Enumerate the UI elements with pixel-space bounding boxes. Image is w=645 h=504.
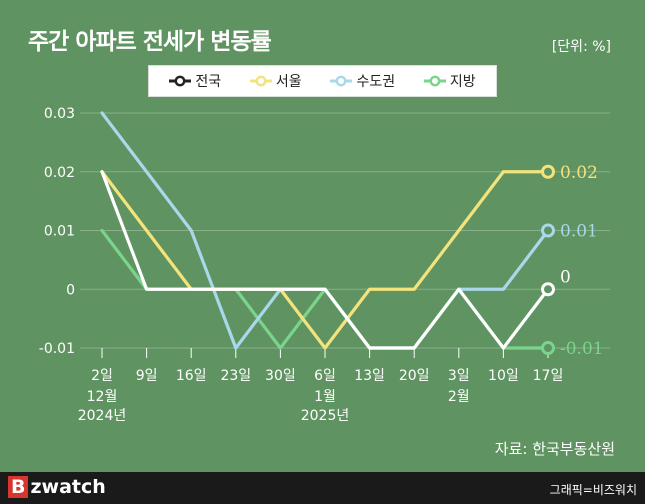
series-end-marker-0: [541, 282, 555, 297]
chart-title: 주간 아파트 전세가 변동률: [28, 29, 272, 55]
y-tick-label-3: 0: [66, 282, 75, 298]
x-tick-label-9: 10일: [488, 368, 519, 384]
x-tick-label-8: 3일: [448, 368, 470, 384]
y-tick-label-1: 0.02: [44, 165, 75, 181]
x-tick-label-7: 20일: [399, 368, 430, 384]
series-line-0: [100, 170, 550, 350]
series-end-marker-1: [541, 164, 555, 179]
x-tick-label-2: 16일: [176, 368, 207, 384]
x-sublabel-8-0: 2월: [448, 389, 470, 405]
legend-label-0: 전국: [195, 74, 222, 90]
legend-item-0: 전국: [169, 71, 221, 91]
graphic-credit: 그래픽=비즈워치: [549, 483, 637, 497]
source-label: 자료: 한국부동산원: [494, 440, 615, 458]
x-tick-label-0: 2일: [91, 368, 113, 384]
legend-marker-2: [330, 75, 353, 87]
legend-marker-0: [169, 75, 192, 87]
legend-label-3: 지방: [449, 74, 476, 90]
y-tick-label-0: 0.03: [44, 106, 75, 122]
legend-dot-0: [174, 75, 186, 87]
x-sublabel-5-1: 2025년: [301, 408, 350, 424]
legend-item-1: 서울: [249, 71, 302, 91]
x-tick-label-1: 9일: [136, 368, 158, 384]
x-tick-label-6: 13일: [354, 368, 385, 384]
legend-item-3: 지방: [423, 71, 476, 91]
x-tick-label-3: 23일: [220, 368, 251, 384]
x-sublabel-0-0: 12월: [87, 389, 118, 405]
legend-dot-3: [429, 75, 441, 87]
series-end-label-3: -0.01: [560, 339, 604, 359]
y-tick-label-2: 0.01: [44, 224, 75, 240]
series-end-marker-2: [541, 223, 555, 238]
legend: 전국 서울 수도권 지방: [148, 65, 497, 97]
legend-dot-2: [336, 75, 347, 87]
legend-label-1: 서울: [275, 74, 302, 90]
series-end-label-1: 0.02: [560, 163, 598, 183]
legend-label-2: 수도권: [356, 74, 396, 90]
legend-dot-1: [255, 75, 267, 87]
x-sublabel-5-0: 1월: [314, 389, 336, 405]
legend-marker-1: [249, 75, 272, 87]
series-line-1: [100, 170, 550, 350]
y-tick-label-4: -0.01: [39, 341, 75, 357]
legend-marker-3: [423, 75, 446, 87]
x-tick-label-4: 30일: [265, 368, 296, 384]
series-end-label-0: 0: [560, 267, 571, 287]
unit-label: [단위: %]: [551, 39, 611, 55]
x-sublabel-0-1: 2024년: [78, 408, 127, 424]
series-end-label-2: 0.01: [560, 222, 598, 242]
x-tick-label-5: 6일: [314, 368, 336, 384]
legend-item-2: 수도권: [330, 71, 395, 91]
x-tick-label-10: 17일: [533, 368, 564, 384]
series-end-marker-3: [541, 341, 555, 355]
